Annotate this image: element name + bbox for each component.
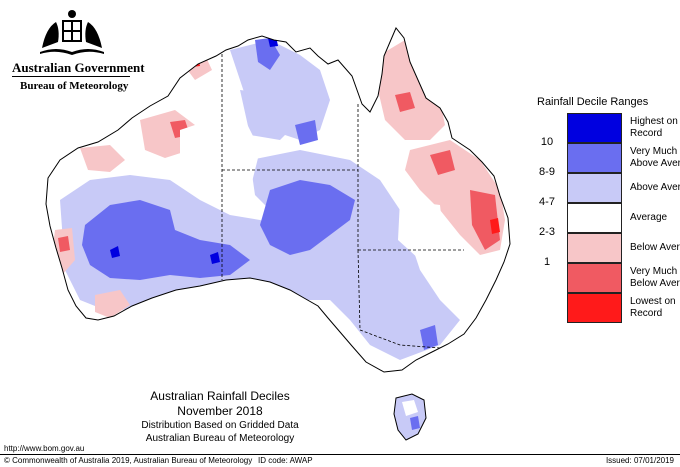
coastline xyxy=(45,27,511,373)
region-very-much-above-central xyxy=(260,180,355,255)
legend-range: 1 xyxy=(543,256,551,268)
legend-swatch xyxy=(567,263,622,293)
coat-of-arms-icon xyxy=(40,10,104,55)
legend-range: 4-7 xyxy=(539,196,555,208)
region-average-interior xyxy=(180,110,260,200)
legend-swatch xyxy=(567,143,622,173)
legend-label-line1: Lowest on xyxy=(630,296,676,307)
government-label: Australian Government xyxy=(12,60,145,75)
legend-label-line2: Above Average xyxy=(630,158,680,169)
region-very-much-below-east xyxy=(470,190,500,250)
state-borders xyxy=(221,54,464,349)
region-highest-record-2 xyxy=(210,252,220,264)
legend-label-line1: Highest on xyxy=(630,116,678,127)
region-very-much-below-central-qld xyxy=(430,150,455,175)
region-above-average-topend xyxy=(240,90,300,140)
legend-label: Average xyxy=(630,212,680,224)
legend-swatch xyxy=(567,113,622,143)
legend-label-line1: Very Much xyxy=(630,146,678,157)
legend-swatch xyxy=(567,233,622,263)
map-method: Distribution Based on Gridded Data xyxy=(141,420,299,431)
region-very-much-below-sw xyxy=(58,236,70,252)
legend-label-line1: Very Much xyxy=(630,266,678,277)
region-below-average-qld xyxy=(378,40,445,140)
legend-label-line1: Average xyxy=(630,212,668,223)
legend-swatch xyxy=(567,173,622,203)
region-lowest-record-east xyxy=(490,218,500,234)
region-very-much-above-topend xyxy=(295,120,318,145)
legend-label-line2: Below Average xyxy=(630,278,680,289)
region-below-average-south xyxy=(95,290,130,318)
legend-label-line2: Record xyxy=(630,308,663,319)
issued-date: Issued: 07/01/2019 xyxy=(605,456,674,465)
legend-label-line1: Above Average xyxy=(630,182,680,193)
region-below-average-pilbara xyxy=(80,145,125,172)
tasmania-average xyxy=(402,400,418,416)
header-divider xyxy=(12,76,130,77)
map-title: Australian Rainfall Deciles xyxy=(150,389,290,403)
region-very-much-above-se xyxy=(420,325,438,350)
bureau-label: Bureau of Meteorology xyxy=(20,80,129,92)
copyright-text: © Commonwealth of Australia 2019, Austra… xyxy=(4,456,253,465)
region-very-much-below-qld xyxy=(395,92,415,112)
bom-url-link[interactable]: http://www.bom.gov.au xyxy=(4,444,85,453)
decile-regions xyxy=(52,36,505,360)
tasmania-very-much-above xyxy=(410,416,420,430)
legend-label-line1: Below Average xyxy=(630,242,680,253)
legend-label: Below Average xyxy=(630,242,680,254)
region-very-much-above-wa xyxy=(82,200,250,280)
region-highest-record-1 xyxy=(110,246,120,258)
region-average-east-interior xyxy=(398,200,445,260)
legend-swatch xyxy=(567,293,622,323)
legend-label: Highest on Record xyxy=(630,116,680,140)
legend-title: Rainfall Decile Ranges xyxy=(537,96,649,108)
footer-divider xyxy=(0,454,680,455)
map-source: Australian Bureau of Meteorology xyxy=(145,433,295,444)
region-lowest-record-north xyxy=(190,56,200,67)
legend-label: Above Average xyxy=(630,182,680,194)
legend-range: 10 xyxy=(540,136,554,148)
id-code: ID code: AWAP xyxy=(258,456,313,465)
legend-label: Lowest on Record xyxy=(630,296,680,320)
map-title-block: Australian Rainfall Deciles November 201… xyxy=(140,389,300,445)
legend-range: 8-9 xyxy=(539,166,555,178)
legend-swatch xyxy=(567,203,622,233)
legend-label-line2: Record xyxy=(630,128,663,139)
legend-range: 2-3 xyxy=(539,226,555,238)
map-period: November 2018 xyxy=(177,404,263,418)
